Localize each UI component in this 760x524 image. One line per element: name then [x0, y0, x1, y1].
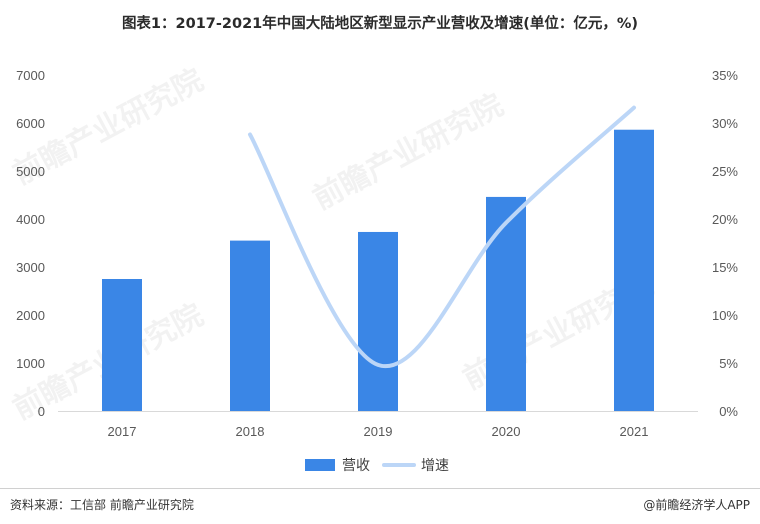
growth-line — [248, 105, 636, 369]
y-left-tick-label: 3000 — [16, 260, 45, 275]
x-tick-label: 2021 — [620, 424, 649, 439]
y-left-tick-label: 0 — [38, 404, 45, 419]
y-right-tick-label: 10% — [712, 308, 738, 323]
y-left-tick-label: 5000 — [16, 164, 45, 179]
y-right-tick-label: 15% — [712, 260, 738, 275]
legend-swatch-bar — [305, 459, 335, 471]
y-right-ticks: 0% 5% 10% 15% 20% 25% 30% 35% — [712, 68, 738, 419]
x-ticks: 2017 2018 2019 2020 2021 — [108, 424, 649, 439]
x-tick-label: 2020 — [492, 424, 521, 439]
brand-credit: @前瞻经济学人APP — [643, 498, 750, 512]
bar-2020 — [486, 196, 526, 411]
y-right-tick-label: 25% — [712, 164, 738, 179]
legend-label-line: 增速 — [421, 458, 449, 474]
y-left-tick-label: 4000 — [16, 212, 45, 227]
x-tick-label: 2019 — [364, 424, 393, 439]
legend: 营收 增速 — [305, 458, 449, 474]
x-tick-label: 2018 — [236, 424, 265, 439]
legend-label-bar: 营收 — [342, 458, 370, 474]
y-left-tick-label: 6000 — [16, 116, 45, 131]
y-left-tick-label: 1000 — [16, 356, 45, 371]
source-note: 资料来源：工信部 前瞻产业研究院 — [10, 498, 194, 512]
y-left-tick-label: 7000 — [16, 68, 45, 83]
y-right-tick-label: 35% — [712, 68, 738, 83]
watermark-text: 前瞻产业研究院 — [307, 88, 509, 217]
bar-2019 — [358, 231, 398, 411]
x-tick-label: 2017 — [108, 424, 137, 439]
bar-2017 — [102, 279, 142, 411]
y-right-tick-label: 30% — [712, 116, 738, 131]
chart: 前瞻产业研究院前瞻产业研究院前瞻产业研究院前瞻产业研究院 01000200030… — [7, 63, 738, 474]
footer-divider — [0, 488, 760, 489]
y-right-tick-label: 5% — [719, 356, 738, 371]
bar-2018 — [230, 240, 270, 411]
bar-series — [102, 129, 654, 411]
y-right-tick-label: 20% — [712, 212, 738, 227]
y-left-ticks: 0 1000 2000 3000 4000 5000 6000 7000 — [16, 68, 45, 419]
y-right-tick-label: 0% — [719, 404, 738, 419]
y-left-tick-label: 2000 — [16, 308, 45, 323]
bar-2021 — [614, 129, 654, 411]
chart-title: 图表1：2017-2021年中国大陆地区新型显示产业营收及增速(单位：亿元，%) — [121, 16, 639, 32]
